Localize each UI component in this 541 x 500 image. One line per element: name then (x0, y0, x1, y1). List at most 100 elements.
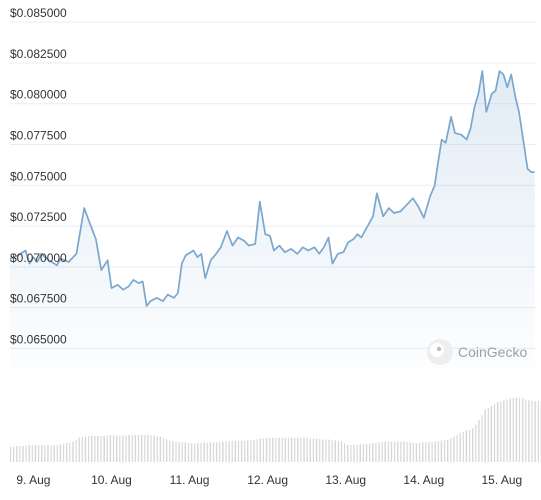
volume-bar (31, 445, 33, 462)
volume-bar (172, 441, 174, 462)
volume-bars (10, 397, 541, 462)
volume-bar (359, 444, 361, 462)
volume-bar (144, 434, 146, 462)
volume-bar (306, 438, 308, 462)
volume-bar (28, 445, 30, 462)
volume-bar (244, 440, 246, 462)
volume-bar (303, 437, 305, 462)
x-tick-label: 13. Aug (325, 473, 366, 487)
volume-bar (16, 446, 18, 462)
volume-bar (372, 443, 374, 462)
volume-bar (13, 446, 15, 462)
volume-bar (91, 435, 93, 462)
volume-bar (10, 447, 12, 462)
volume-bar (137, 434, 140, 462)
volume-bar (369, 443, 371, 462)
volume-bar (100, 435, 102, 462)
volume-bar (528, 400, 530, 462)
volume-bar (122, 435, 124, 462)
volume-bar (25, 445, 27, 462)
volume-bar (128, 434, 130, 462)
y-tick-label: $0.082500 (10, 47, 67, 61)
volume-bar (187, 442, 190, 462)
volume-bar (475, 424, 477, 462)
volume-bar (275, 437, 277, 462)
volume-bar (131, 434, 133, 462)
volume-bar (237, 440, 240, 462)
volume-bar (269, 437, 271, 462)
volume-bar (228, 441, 230, 462)
volume-bar (469, 429, 471, 462)
volume-bar (60, 444, 62, 462)
y-tick-label: $0.070000 (10, 251, 67, 265)
volume-bar (35, 445, 37, 462)
volume-bar (434, 441, 436, 462)
volume-bar (169, 440, 171, 462)
volume-bar (294, 437, 296, 462)
volume-bar (453, 436, 455, 462)
volume-bar (384, 441, 386, 462)
volume-bar (125, 435, 127, 462)
volume-bar (66, 443, 68, 462)
volume-bar (247, 440, 249, 462)
volume-bar (322, 439, 324, 462)
y-tick-label: $0.080000 (10, 88, 67, 102)
volume-bar (72, 441, 74, 462)
volume-bar (497, 402, 499, 462)
price-area-fill (10, 71, 535, 368)
y-tick-label: $0.067500 (10, 292, 67, 306)
volume-bar (319, 439, 321, 462)
volume-bar (50, 445, 52, 462)
volume-bar (219, 442, 221, 462)
coingecko-watermark: CoinGecko (427, 339, 527, 365)
volume-bar (316, 438, 318, 462)
y-tick-label: $0.072500 (10, 210, 67, 224)
price-line (9, 70, 535, 307)
volume-bar (375, 442, 377, 462)
volume-bar (106, 435, 108, 462)
volume-bar (412, 442, 414, 462)
volume-bar (112, 435, 115, 462)
volume-bar (378, 442, 380, 462)
volume-bar (253, 439, 255, 462)
volume-bar (94, 435, 96, 462)
x-tick-label: 12. Aug (247, 473, 288, 487)
volume-bar (159, 436, 162, 462)
volume-bar (387, 441, 389, 462)
volume-bar (328, 439, 330, 462)
y-tick-label: $0.085000 (10, 6, 67, 20)
volume-bar (456, 435, 458, 462)
volume-bar (400, 441, 402, 462)
volume-bar (256, 439, 258, 462)
volume-bar (141, 434, 143, 462)
volume-bar (366, 444, 368, 462)
volume-bar (337, 441, 339, 462)
y-axis-labels: $0.085000 $0.082500 $0.080000 $0.077500 $0.0… (10, 6, 67, 346)
x-axis-labels: 9. Aug 10. Aug 11. Aug 12. Aug 13. Aug 14. Au… (16, 473, 522, 487)
volume-bar (22, 446, 24, 462)
volume-bar (334, 440, 336, 462)
volume-bar (212, 442, 215, 462)
volume-bar (175, 441, 177, 462)
volume-bar (156, 436, 158, 462)
volume-bar (397, 441, 399, 462)
x-tick-label: 11. Aug (170, 473, 210, 487)
volume-bar (500, 401, 502, 462)
volume-bar (472, 428, 474, 462)
x-tick-label: 15. Aug (482, 473, 523, 487)
volume-bar (525, 399, 527, 462)
watermark-text: CoinGecko (458, 344, 527, 360)
volume-bar (409, 442, 411, 462)
volume-bar (291, 437, 293, 462)
volume-bar (19, 446, 21, 462)
volume-bar (347, 445, 349, 462)
volume-bar (197, 443, 199, 462)
volume-bar (466, 430, 468, 462)
volume-bar (41, 445, 43, 462)
y-tick-label: $0.077500 (10, 129, 67, 143)
volume-bar (493, 404, 496, 462)
volume-bar (287, 437, 289, 462)
volume-bar (518, 398, 521, 462)
volume-bar (206, 442, 208, 462)
